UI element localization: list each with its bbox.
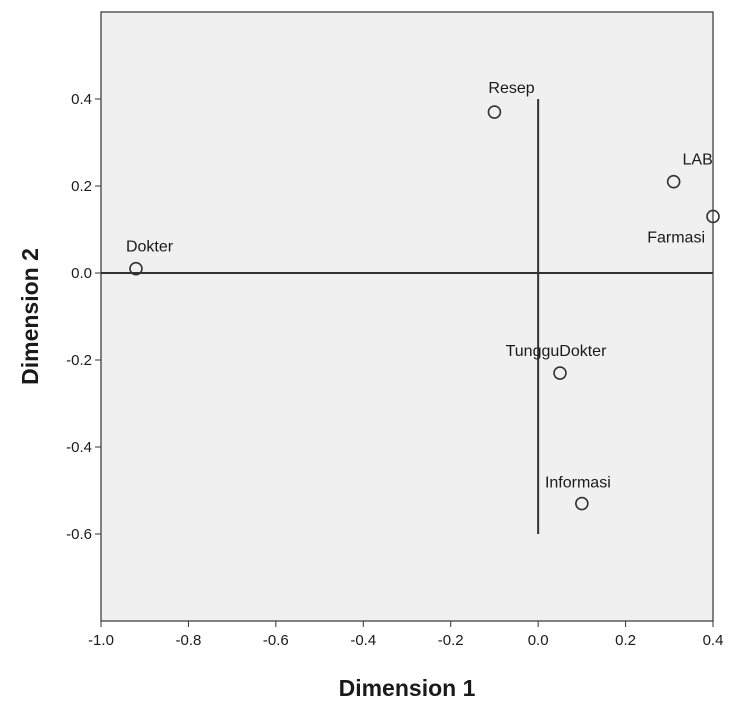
plot-area [100, 11, 714, 622]
x-axis-title: Dimension 1 [339, 675, 476, 701]
y-tick-label: 0.2 [71, 178, 92, 195]
data-point-marker [553, 366, 567, 380]
y-tick-label: -0.2 [66, 352, 92, 369]
y-tick-label: -0.4 [66, 439, 92, 456]
data-point-label: Farmasi [647, 229, 705, 246]
y-axis-ticks: 0.4 0.2 0.0 -0.2 -0.4 -0.6 [66, 91, 101, 543]
data-point-label: Resep [488, 80, 534, 97]
data-point-label: LAB [683, 152, 713, 169]
reference-lines [101, 99, 713, 534]
x-axis-ticks: -1.0 -0.8 -0.6 -0.4 -0.2 0.0 0.2 0.4 [88, 621, 723, 649]
x-tick-label: 0.0 [528, 632, 549, 649]
x-tick-label: -0.4 [350, 632, 376, 649]
x-tick-label: -0.6 [263, 632, 289, 649]
x-tick-label: -0.2 [438, 632, 464, 649]
y-tick-label: 0.0 [71, 265, 92, 282]
x-tick-label: -1.0 [88, 632, 114, 649]
data-point-marker [575, 496, 589, 511]
data-point-label: TungguDokter [506, 343, 607, 360]
y-tick-label: 0.4 [71, 91, 92, 108]
y-tick-label: -0.6 [66, 526, 92, 543]
data-points: Resep LAB Farmasi Dokter TungguDokter Informa… [126, 80, 720, 511]
data-point-marker [666, 174, 681, 189]
data-point-marker [487, 105, 502, 119]
data-point-label: Informasi [545, 475, 611, 492]
data-point-marker [706, 209, 720, 224]
x-tick-label: 0.4 [703, 632, 724, 649]
y-axis-title: Dimension 2 [17, 248, 43, 385]
x-tick-label: 0.2 [615, 632, 636, 649]
data-point-label: Dokter [126, 239, 174, 256]
data-point-marker [129, 261, 143, 276]
x-tick-label: -0.8 [175, 632, 201, 649]
